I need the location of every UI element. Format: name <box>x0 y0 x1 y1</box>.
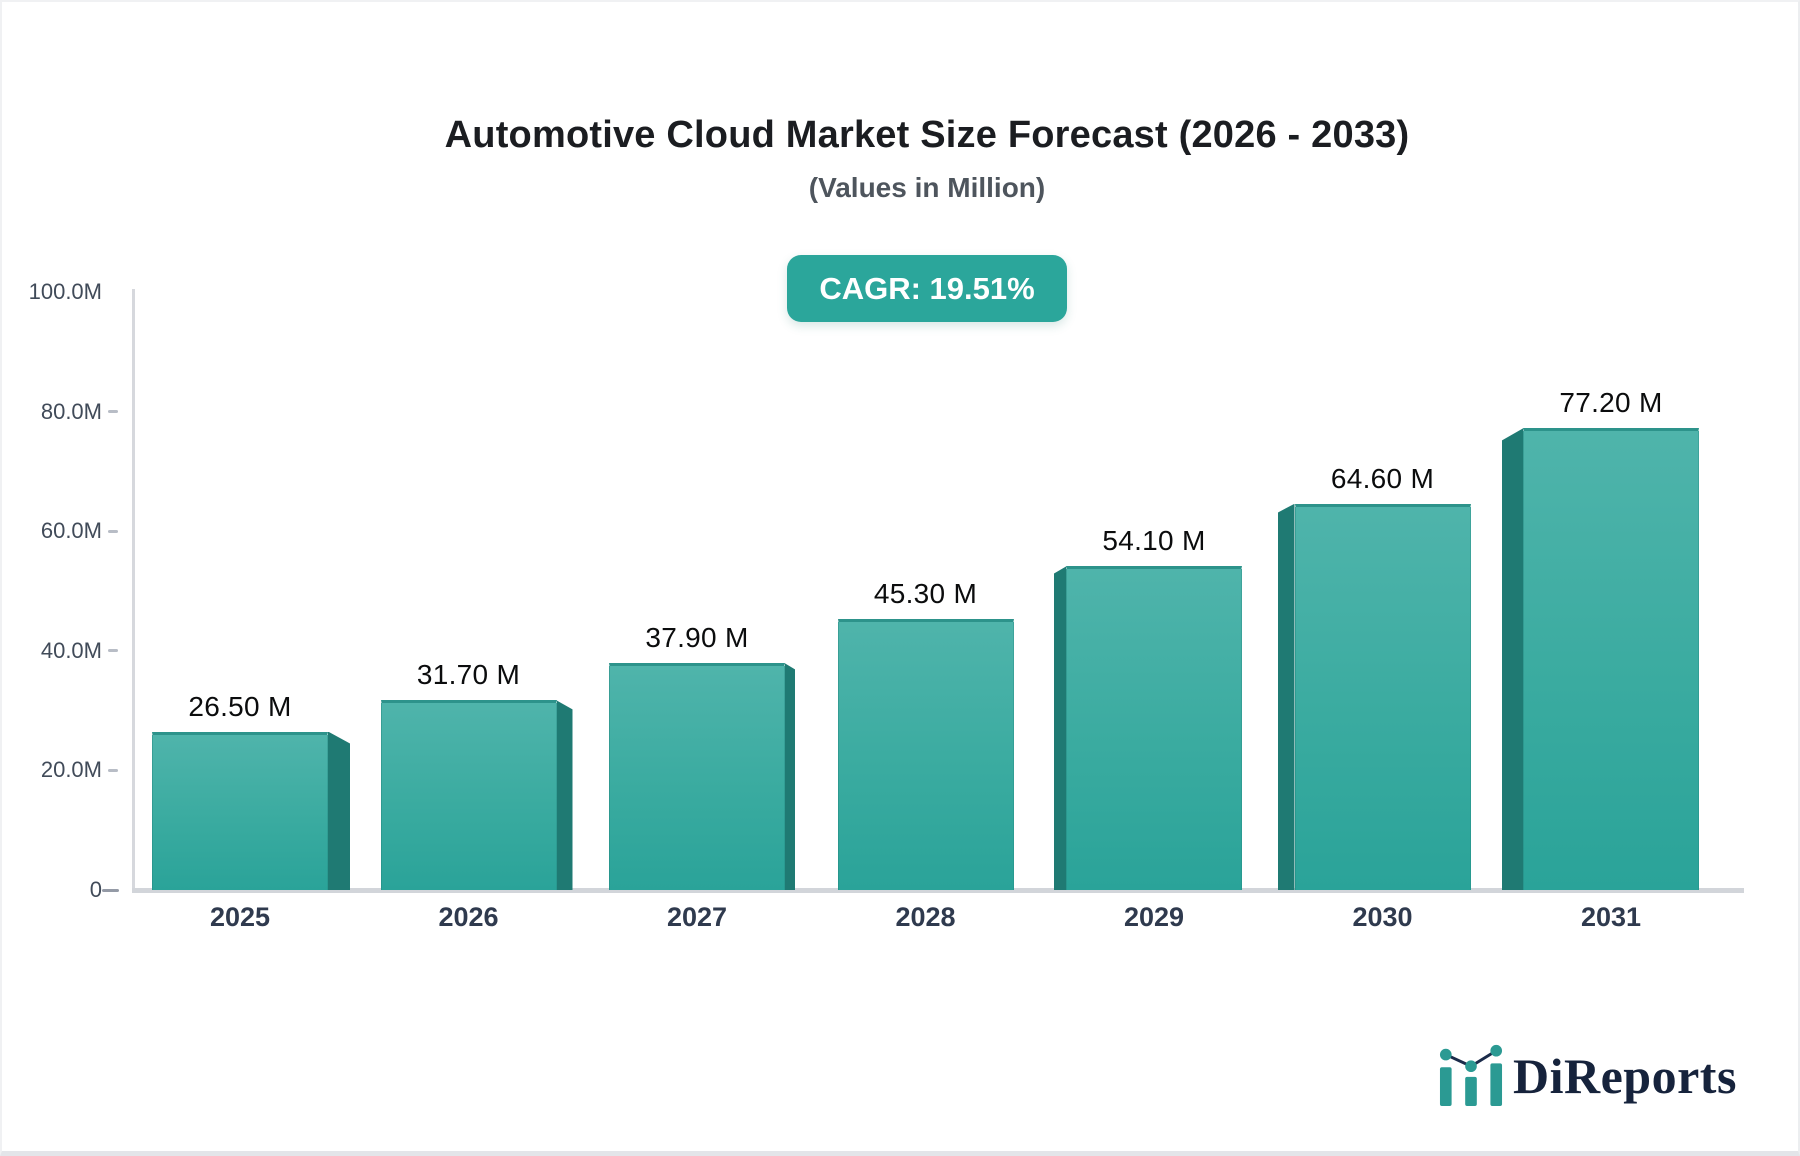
bar-value-label-2027: 37.90 M <box>645 622 749 654</box>
bar-3d-side-2029 <box>1054 566 1066 890</box>
y-axis-tick <box>108 410 118 414</box>
bar-value-label-2028: 45.30 M <box>873 578 978 610</box>
cagr-badge-label: CAGR: 19.51% <box>819 270 1035 306</box>
x-axis-label-2025: 2025 <box>209 902 271 932</box>
bar-3d-side-2031 <box>1502 428 1523 890</box>
logo-text: DiReports <box>1513 1048 1737 1104</box>
x-axis-label-2028: 2028 <box>895 902 956 932</box>
y-axis-tick <box>108 529 118 533</box>
y-axis-label-80.0M: 80.0M <box>40 398 102 424</box>
bar-2027 <box>609 663 785 890</box>
bar-2026 <box>380 700 557 890</box>
y-axis-label-100.0M: 100.0M <box>28 279 102 304</box>
x-axis-label-2031: 2031 <box>1580 902 1642 932</box>
y-axis-line <box>132 289 135 890</box>
bar-3d-side-2026 <box>556 700 573 890</box>
bar-value-label-2029: 54.10 M <box>1102 525 1206 557</box>
cagr-badge: CAGR: 19.51% <box>787 255 1067 322</box>
x-axis-label-2027: 2027 <box>666 902 728 932</box>
y-axis-tick <box>102 888 119 892</box>
x-axis-label-2029: 2029 <box>1123 902 1185 932</box>
chart-title: Automotive Cloud Market Size Forecast (2… <box>444 114 1410 156</box>
direports-logo: DiReports <box>1439 1040 1737 1106</box>
y-axis-tick <box>108 649 118 653</box>
y-axis-label-20.0M: 20.0M <box>40 757 102 783</box>
chart-subtitle: (Values in Million) <box>808 172 1046 203</box>
y-axis-tick <box>108 768 118 772</box>
y-axis-label-40.0M: 40.0M <box>40 637 102 663</box>
bar-2031 <box>1523 428 1699 890</box>
bar-2029 <box>1066 566 1242 890</box>
bar-value-label-2031: 77.20 M <box>1559 387 1663 419</box>
x-axis-label-2026: 2026 <box>438 902 499 932</box>
y-axis-label-60.0M: 60.0M <box>40 518 102 544</box>
bar-value-label-2026: 31.70 M <box>416 659 521 691</box>
bar-3d-side-2030 <box>1277 503 1295 890</box>
x-axis-baseline <box>132 888 1744 893</box>
x-axis-label-2030: 2030 <box>1352 902 1413 932</box>
bar-2025 <box>152 731 328 890</box>
bar-3d-side-2027 <box>785 663 795 890</box>
mini-bar-trend-icon <box>1439 1044 1503 1106</box>
y-axis-label-0: 0 <box>89 877 102 902</box>
bar-value-label-2030: 64.60 M <box>1330 462 1435 494</box>
bar-value-label-2025: 26.50 M <box>188 690 292 722</box>
bar-2030 <box>1294 503 1471 890</box>
bar-2028 <box>837 619 1014 890</box>
bar-3d-side-2025 <box>328 731 350 890</box>
